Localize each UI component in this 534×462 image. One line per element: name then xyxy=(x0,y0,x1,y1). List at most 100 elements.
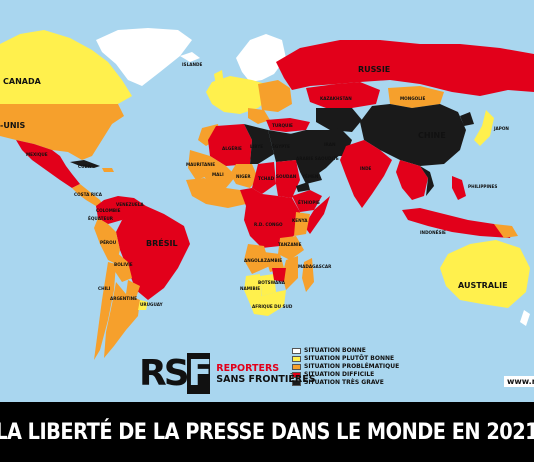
country-label--quateur: ÉQUATEUR xyxy=(88,216,114,221)
country-label-r-d-congo: R.D. CONGO xyxy=(254,222,283,227)
yemen-shape xyxy=(300,170,322,184)
caribbean-shape xyxy=(102,168,114,172)
country-label-angola: ANGOLA xyxy=(244,258,264,263)
india-shape xyxy=(340,140,392,208)
country-label-arabie-saoudite: ARABIE SAOUDITE xyxy=(296,156,339,161)
country-label-mali: MALI xyxy=(212,172,224,177)
country-labels: CANADA -UNIS RUSSIE CHINE BRÉSIL AUSTRALIE KAZ… xyxy=(0,62,509,309)
country-label-costa-rica: COSTA RICA xyxy=(74,192,103,197)
botswana-shape xyxy=(260,274,276,296)
china-shape xyxy=(360,104,466,166)
country-label-islande: ISLANDE xyxy=(182,62,202,67)
country-label-zambie: ZAMBIE xyxy=(264,258,282,263)
legend-label: SITUATION DIFFICILE xyxy=(304,371,375,378)
central-america-shape xyxy=(72,184,104,208)
namibia-shape xyxy=(244,274,262,304)
south-africa-shape xyxy=(250,290,286,316)
legend-swatch xyxy=(292,364,301,370)
legend-swatch xyxy=(292,356,301,362)
paraguay-shape xyxy=(126,280,140,298)
country-label-chine: CHINE xyxy=(418,131,446,140)
turkey-shape xyxy=(266,118,310,132)
country-label-soudan: SOUDAN xyxy=(276,174,297,179)
country-label--unis: -UNIS xyxy=(0,121,25,130)
country-label-libye: LIBYE xyxy=(250,144,263,149)
rsf-name-line2: SANS FRONTIÈRES xyxy=(216,374,316,385)
sudan-shape xyxy=(276,160,300,198)
country-label-namibie: NAMIBIE xyxy=(240,286,260,291)
country-label-turquie: TURQUIE xyxy=(272,123,293,128)
country-label-russie: RUSSIE xyxy=(358,65,390,74)
greenland-shape xyxy=(96,28,192,86)
new-zealand-shape xyxy=(520,310,530,326)
country-label-argentine: ARGENTINE xyxy=(110,296,137,301)
uk-shape xyxy=(214,70,224,86)
vietnam-shape xyxy=(420,166,434,196)
algeria-shape xyxy=(208,124,252,166)
legend-item-bonne: SITUATION BONNE xyxy=(292,347,399,355)
mongolia-shape xyxy=(388,86,444,108)
country-label-mexique: MEXIQUE xyxy=(26,152,48,157)
legend-label: SITUATION PROBLÉMATIQUE xyxy=(304,363,400,370)
bolivia-shape xyxy=(114,252,132,282)
country-label-colombie: COLOMBIE xyxy=(96,208,121,213)
country-label--gypte: ÉGYPTE xyxy=(272,144,290,149)
rsf-name: REPORTERS SANS FRONTIÈRES xyxy=(216,363,315,385)
country-label-cuba: CUBA xyxy=(78,164,92,169)
legend-item-tres-grave: SITUATION TRÈS GRAVE xyxy=(292,379,399,387)
indonesia-shape xyxy=(402,208,512,238)
country-label--thiopie: ÉTHIOPIE xyxy=(298,200,320,205)
central-africa-shape xyxy=(244,194,300,248)
country-label-venezuela: VENEZUELA xyxy=(116,202,144,207)
country-label-indon-sie: INDONÉSIE xyxy=(420,230,446,235)
japan-shape xyxy=(474,110,494,146)
country-label-tchad: TCHAD xyxy=(258,176,275,181)
country-label-p-rou: PÉROU xyxy=(100,240,117,245)
country-label-iran: IRAN xyxy=(324,142,336,147)
page-title: LA LIBERTÉ DE LA PRESSE DANS LE MONDE EN… xyxy=(0,419,534,445)
usa-shape xyxy=(0,104,124,160)
legend-swatch xyxy=(292,380,301,386)
madagascar-shape xyxy=(302,258,314,292)
west-europe-shape xyxy=(206,76,270,114)
russia-shape xyxy=(276,40,534,96)
mali-shape xyxy=(204,156,236,188)
country-label-afrique-du-sud: AFRIQUE DU SUD xyxy=(252,304,293,309)
north-korea-shape xyxy=(460,112,474,126)
country-label-uruguay: URUGUAY xyxy=(140,302,164,307)
zambia-shape xyxy=(264,252,284,272)
country-label-mongolie: MONGOLIE xyxy=(400,96,425,101)
kenya-shape xyxy=(294,212,310,236)
world-map: CANADA -UNIS RUSSIE CHINE BRÉSIL AUSTRALIE KAZ… xyxy=(0,28,534,360)
country-label-inde: INDE xyxy=(360,166,372,171)
iran-shape xyxy=(318,128,352,156)
mexico-shape xyxy=(16,140,80,188)
egypt-shape xyxy=(268,130,296,162)
southeast-asia-shape xyxy=(396,160,428,200)
iceland-shape xyxy=(180,52,200,62)
mozambique-shape xyxy=(282,256,298,290)
rsf-logo-mark: RSF xyxy=(139,353,212,394)
legend-label: SITUATION TRÈS GRAVE xyxy=(304,379,384,386)
ethiopia-shape xyxy=(292,190,322,212)
venezuela-colombia-shape xyxy=(96,196,146,224)
country-label-br-sil: BRÉSIL xyxy=(146,237,178,248)
png-shape xyxy=(494,224,518,238)
title-banner: LA LIBERTÉ DE LA PRESSE DANS LE MONDE EN… xyxy=(0,402,534,462)
country-label-mauritanie: MAURITANIE xyxy=(186,162,215,167)
legend-label: SITUATION BONNE xyxy=(304,347,366,354)
uruguay-shape xyxy=(138,300,148,310)
angola-shape xyxy=(244,244,270,274)
chad-shape xyxy=(252,162,276,194)
country-label-tanzanie: TANZANIE xyxy=(278,242,302,247)
legend: SITUATION BONNE SITUATION PLUTÔT BONNE SIT… xyxy=(292,347,399,387)
website-url[interactable]: www.r xyxy=(504,376,534,387)
country-label-philippines: PHILIPPINES xyxy=(468,184,497,189)
canada-shape xyxy=(0,30,132,104)
zimbabwe-shape xyxy=(272,268,286,282)
country-label-kazakhstan: KAZAKHSTAN xyxy=(320,96,352,101)
legend-swatch xyxy=(292,348,301,354)
rsf-logo: RSF REPORTERS SANS FRONTIÈRES xyxy=(139,353,316,394)
tanzania-shape xyxy=(278,236,304,260)
country-label-alg-rie: ALGÉRIE xyxy=(222,146,242,151)
